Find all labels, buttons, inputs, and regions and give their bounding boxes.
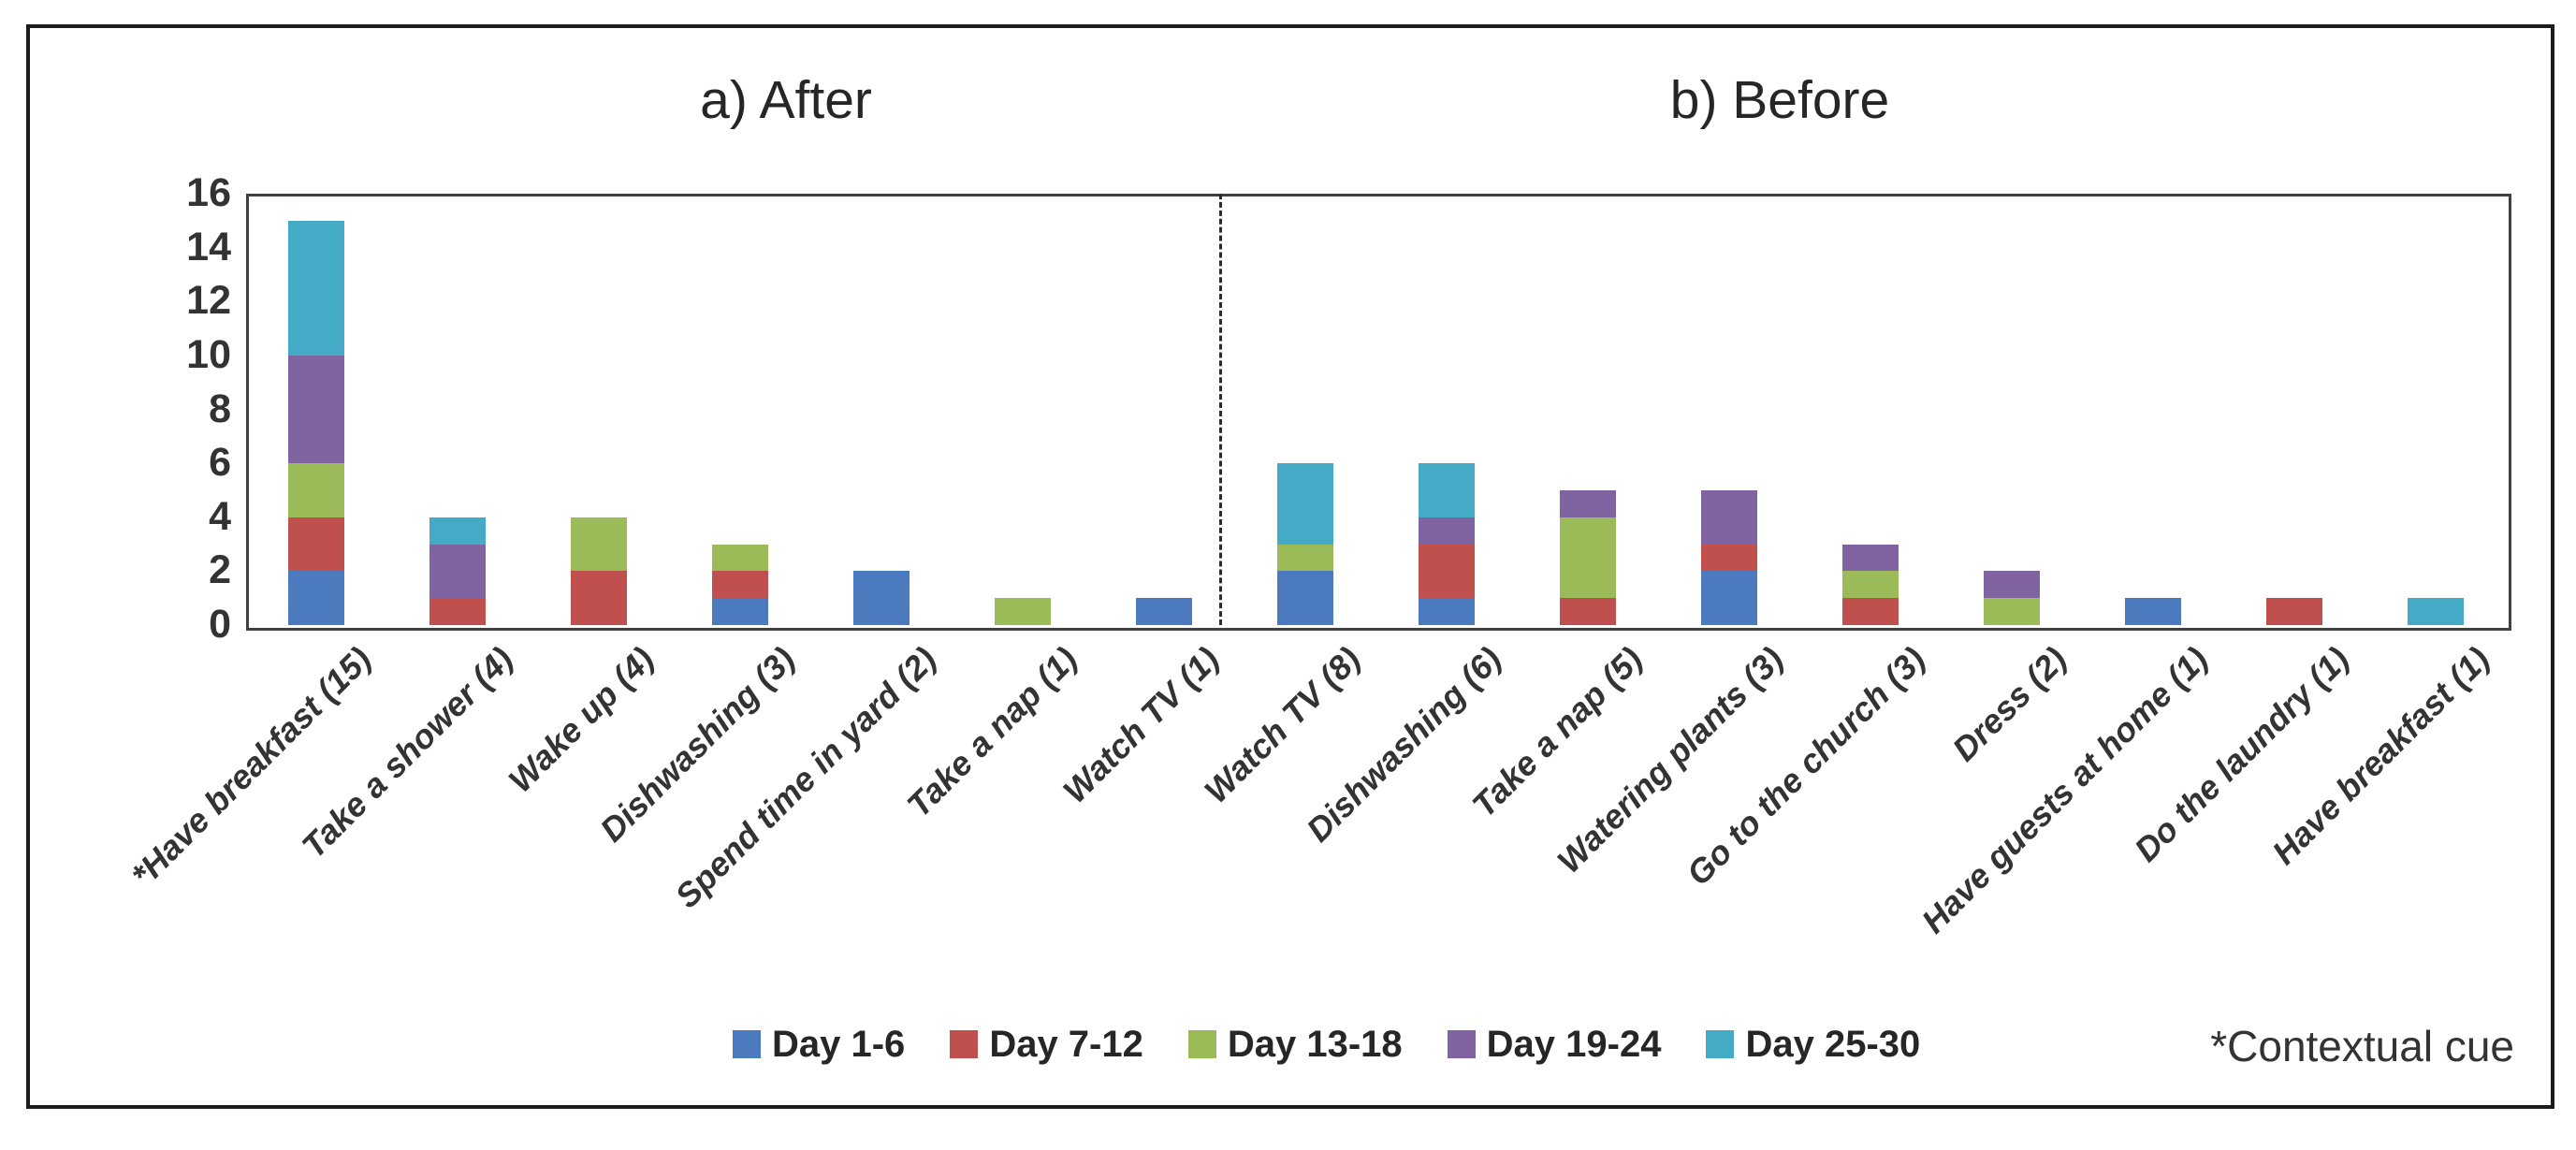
bar-segment (712, 571, 769, 599)
legend-swatch-icon (1447, 1030, 1476, 1058)
bar-segment (1277, 544, 1334, 572)
bar-segment (571, 571, 628, 625)
bar-segment (288, 220, 345, 356)
legend-label: Day 1-6 (772, 1024, 906, 1065)
bar-segment (1700, 544, 1757, 572)
bar-segment (1418, 517, 1475, 545)
legend-label: Day 7-12 (989, 1024, 1143, 1065)
contextual-cue-note: *Contextual cue (2210, 1022, 2514, 1070)
bar-segment (1136, 598, 1193, 625)
bar-segment (1841, 598, 1899, 625)
y-tick-label-14: 14 (186, 224, 231, 269)
bar-segment (1700, 571, 1757, 625)
y-tick-label-0: 0 (209, 602, 231, 647)
bar-segment (288, 355, 345, 464)
legend-swatch-icon (1187, 1030, 1216, 1058)
legend: Day 1-6 Day 7-12 Day 13-18 Day 19-24 Day 25-… (733, 1024, 1920, 1065)
bar-segment (1559, 517, 1616, 599)
bar-segment (1983, 571, 2040, 599)
bar-segment (712, 544, 769, 572)
bar-segment (853, 571, 910, 625)
legend-swatch-icon (733, 1030, 761, 1058)
bar-segment (571, 517, 628, 572)
bar-segment (2407, 598, 2464, 625)
legend-swatch-icon (1706, 1030, 1735, 1058)
legend-label: Day 25-30 (1745, 1024, 1921, 1065)
bar-segment (1559, 598, 1616, 625)
panel-title-after: a) After (700, 70, 872, 130)
y-tick-label-8: 8 (209, 386, 231, 431)
bar-segment (429, 517, 487, 545)
bar-segment (1700, 489, 1757, 545)
legend-swatch-icon (950, 1030, 979, 1058)
legend-item: Day 19-24 (1447, 1024, 1662, 1065)
figure-border (26, 24, 2554, 1109)
y-tick-label-10: 10 (186, 331, 231, 377)
bar-segment (2124, 598, 2181, 625)
bar-segment (1277, 571, 1334, 625)
bar-segment (1418, 598, 1475, 625)
bar-segment (1277, 463, 1334, 545)
bar-segment (1841, 544, 1899, 572)
bar-segment (1559, 489, 1616, 517)
bar-segment (288, 517, 345, 572)
y-tick-label-16: 16 (186, 170, 231, 215)
y-tick-label-6: 6 (209, 440, 231, 486)
y-tick-label-12: 12 (186, 278, 231, 324)
bar-segment (288, 571, 345, 625)
bar-segment (1418, 544, 1475, 599)
bar-segment (995, 598, 1052, 625)
bar-segment (1841, 571, 1899, 599)
bar-segment (288, 463, 345, 517)
bar-segment (1983, 598, 2040, 625)
legend-item: Day 13-18 (1187, 1024, 1403, 1065)
panel-title-before: b) Before (1669, 70, 1890, 130)
y-tick-label-4: 4 (209, 493, 231, 539)
y-tick-label-2: 2 (209, 547, 231, 593)
legend-item: Day 1-6 (733, 1024, 905, 1065)
bar-segment (2265, 598, 2322, 625)
legend-item: Day 7-12 (950, 1024, 1143, 1065)
bar-segment (429, 544, 487, 599)
panel-divider-dashed-line (1219, 194, 1222, 625)
legend-item: Day 25-30 (1706, 1024, 1920, 1065)
bar-segment (1418, 463, 1475, 517)
legend-label: Day 19-24 (1486, 1024, 1662, 1065)
legend-label: Day 13-18 (1227, 1024, 1403, 1065)
bar-segment (429, 598, 487, 625)
bar-segment (712, 598, 769, 625)
